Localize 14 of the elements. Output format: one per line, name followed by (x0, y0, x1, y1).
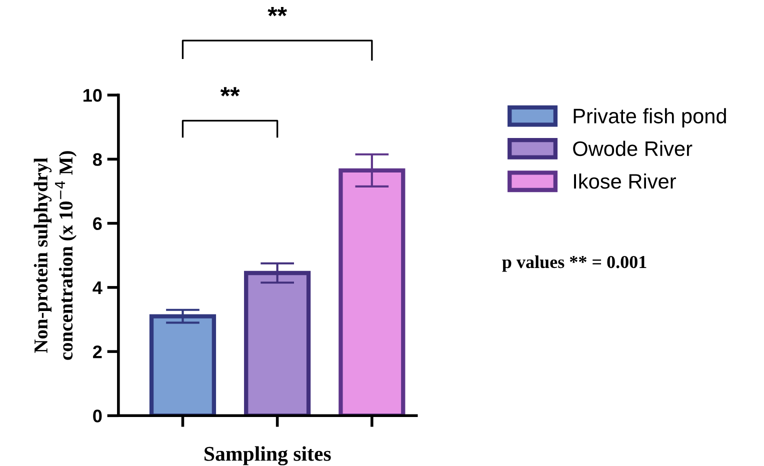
legend-label: Owode River (573, 140, 692, 156)
y-tick-label: 2 (93, 345, 102, 358)
text: p values ** = 0.001 (502, 255, 646, 272)
text: ** (268, 6, 288, 16)
legend-label: Private fish pond (574, 108, 726, 128)
x-axis-title: Sampling sites (204, 446, 331, 466)
y-axis-title: Non-protein sulphydryl concentration (x 10$^{−4}$ M) (34, 151, 77, 360)
annotation: ** (220, 87, 240, 96)
y-tick-label: 4 (92, 282, 102, 294)
y-tick-label: 0 (93, 410, 102, 422)
legend-label: Ikose River (574, 173, 676, 189)
y-tick-label: 6 (93, 217, 102, 230)
y-tick-label: 8 (92, 153, 102, 166)
y-tick-label: 10 (84, 89, 102, 102)
